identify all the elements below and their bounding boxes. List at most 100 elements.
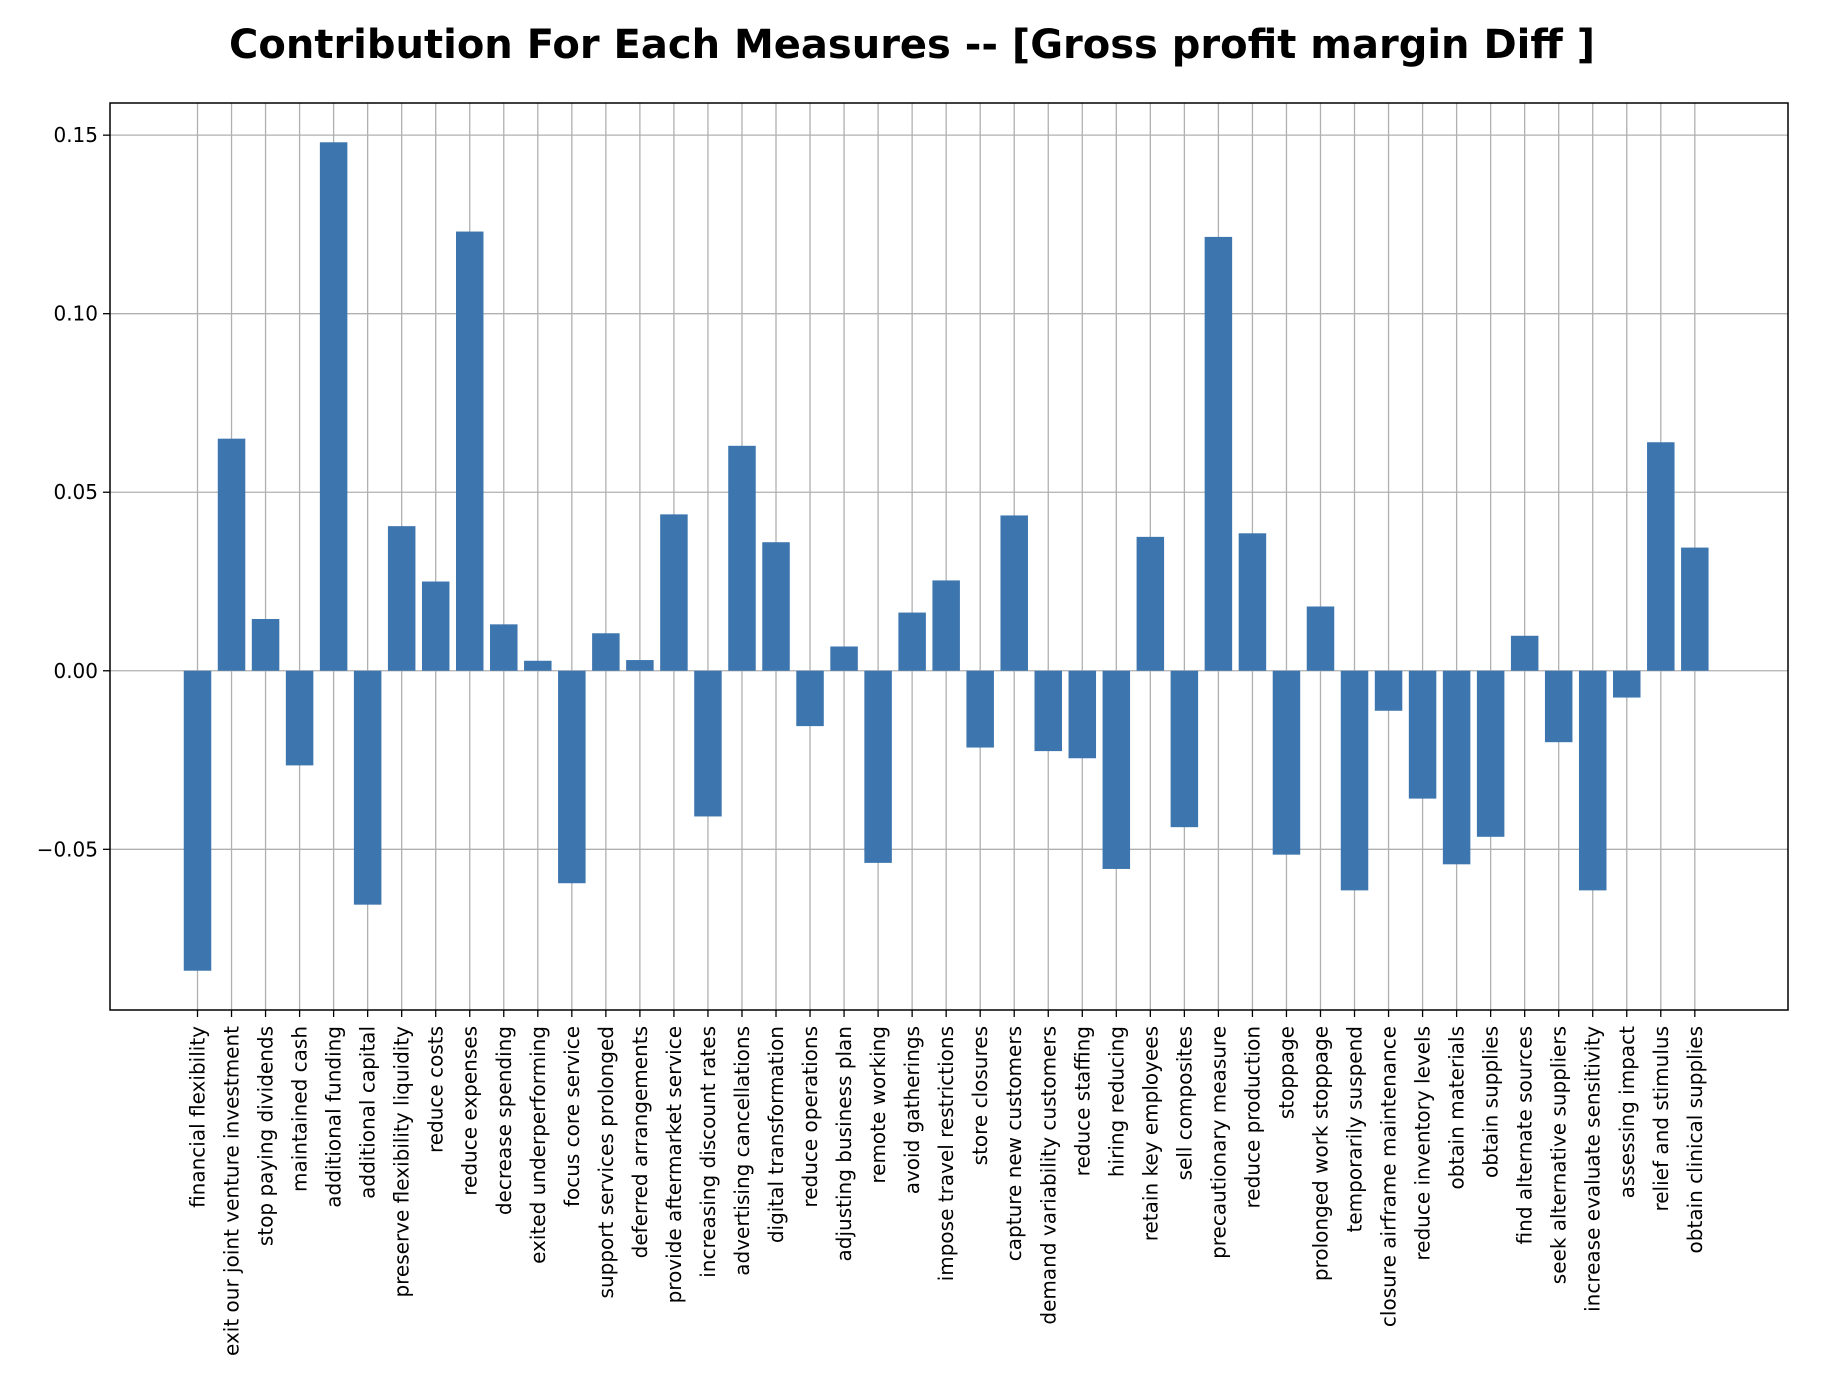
bar — [1544, 670, 1573, 743]
x-tick-label: reduce expenses — [458, 1026, 482, 1196]
bar — [387, 526, 416, 671]
bar — [830, 646, 858, 671]
bar — [1170, 670, 1199, 828]
x-tick-label: focus core service — [560, 1026, 584, 1207]
bar — [1408, 670, 1437, 799]
x-tick-label: support services prolonged — [594, 1026, 618, 1298]
x-tick-label: reduce production — [1240, 1026, 1264, 1209]
bar — [1238, 533, 1267, 671]
x-tick-label: closure airframe maintenance — [1377, 1026, 1401, 1327]
x-tick-label: additional capital — [356, 1026, 380, 1199]
bar — [1068, 670, 1097, 759]
y-tick-label: 0.15 — [53, 123, 98, 147]
bar — [1204, 236, 1233, 671]
x-tick-label: reduce inventory levels — [1411, 1026, 1435, 1261]
bar — [1647, 442, 1675, 671]
bar — [796, 670, 824, 727]
x-tick-label: preserve flexibility liquidity — [390, 1026, 414, 1298]
x-tick-label: increasing discount rates — [696, 1026, 720, 1278]
bar — [353, 670, 382, 905]
bar — [864, 670, 892, 863]
x-tick-label: digital transformation — [764, 1026, 788, 1243]
bar — [490, 624, 518, 671]
x-tick-label: exited underperforming — [526, 1026, 550, 1264]
x-tick-label: impose travel restrictions — [934, 1026, 958, 1281]
bar — [421, 581, 450, 671]
x-tick-label: assessing impact — [1615, 1026, 1639, 1199]
bar — [558, 670, 586, 884]
chart-title: Contribution For Each Measures -- [Gross… — [229, 22, 1595, 68]
bar — [1102, 670, 1131, 869]
bar — [932, 580, 960, 671]
x-tick-label: reduce costs — [424, 1026, 448, 1153]
x-tick-label: obtain materials — [1445, 1026, 1469, 1190]
bar — [1136, 536, 1165, 671]
bar — [660, 514, 688, 671]
x-tick-label: hiring reducing — [1104, 1026, 1128, 1177]
bar — [1578, 670, 1607, 891]
x-tick-label: capture new customers — [1002, 1026, 1026, 1261]
x-tick-label: exit our joint venture investment — [220, 1026, 244, 1356]
x-tick-label: stop paying dividends — [254, 1026, 278, 1246]
x-tick-label: decrease spending — [492, 1026, 516, 1215]
x-tick-label: provide aftermarket service — [662, 1026, 686, 1303]
bar — [626, 660, 654, 671]
x-tick-label: remote working — [866, 1026, 890, 1184]
x-tick-label: find alternate sources — [1513, 1026, 1537, 1244]
x-tick-label: reduce staffing — [1070, 1026, 1094, 1176]
bar — [217, 438, 246, 671]
x-tick-label: sell composites — [1172, 1026, 1196, 1180]
bar — [1613, 670, 1641, 698]
bar — [1476, 670, 1505, 837]
bar — [455, 231, 484, 671]
x-tick-label: reduce operations — [798, 1026, 822, 1208]
y-tick-label: 0.00 — [53, 659, 98, 683]
x-axis-ticks: financial flexibility exit our joint vent… — [186, 1010, 1707, 1356]
x-tick-label: advertising cancellations — [730, 1026, 754, 1276]
bar — [1442, 670, 1471, 865]
x-tick-label: obtain clinical supplies — [1683, 1026, 1707, 1253]
x-tick-label: deferred arrangements — [628, 1026, 652, 1258]
x-tick-label: adjusting business plan — [832, 1026, 856, 1261]
bar — [966, 670, 994, 748]
bar — [524, 660, 552, 671]
x-tick-label: demand variability customers — [1036, 1026, 1060, 1325]
bar — [1510, 635, 1539, 671]
bar — [728, 445, 756, 671]
y-tick-label: 0.05 — [53, 480, 98, 504]
bar — [183, 670, 212, 971]
bar — [694, 670, 722, 817]
bar — [1681, 547, 1709, 671]
bar — [898, 612, 926, 671]
x-tick-label: avoid gatherings — [900, 1026, 924, 1194]
x-tick-label: increase evaluate sensitivity — [1581, 1026, 1605, 1312]
bars — [183, 142, 1709, 971]
bar — [1272, 670, 1301, 855]
x-tick-label: temporarily suspend — [1343, 1026, 1367, 1232]
x-tick-label: financial flexibility — [186, 1026, 210, 1208]
x-tick-label: obtain supplies — [1479, 1026, 1503, 1178]
bar — [1034, 670, 1062, 752]
bar — [592, 633, 620, 671]
x-tick-label: seek alternative suppliers — [1547, 1026, 1571, 1284]
x-tick-label: relief and stimulus — [1649, 1026, 1673, 1212]
bar — [319, 142, 348, 671]
bar — [1306, 606, 1335, 671]
bar — [1374, 670, 1403, 711]
x-tick-label: precautionary measure — [1206, 1026, 1230, 1259]
plot-frame — [109, 102, 1789, 1011]
bar — [762, 542, 790, 671]
bar — [285, 670, 314, 766]
x-tick-label: prolonged work stoppage — [1308, 1026, 1332, 1281]
x-tick-label: stoppage — [1274, 1026, 1298, 1119]
x-tick-label: retain key employees — [1138, 1026, 1162, 1241]
bar — [251, 618, 280, 671]
bar — [1340, 670, 1369, 891]
y-tick-label: 0.10 — [53, 302, 98, 326]
x-tick-label: additional funding — [322, 1026, 346, 1208]
x-tick-label: store closures — [968, 1026, 992, 1165]
y-tick-label: −0.05 — [37, 837, 98, 861]
y-axis-ticks: −0.05 0.00 0.05 0.10 0.15 — [37, 123, 110, 861]
x-tick-label: maintained cash — [288, 1026, 312, 1192]
